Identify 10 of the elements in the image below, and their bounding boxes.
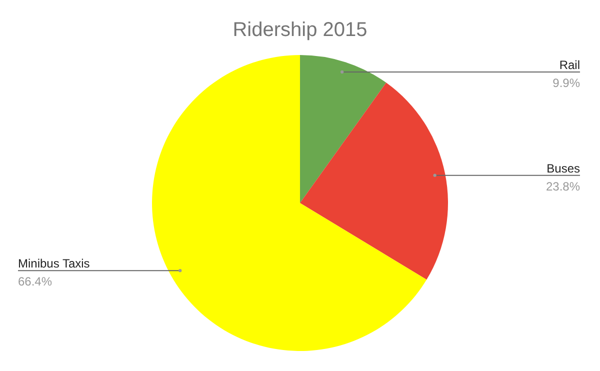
slice-label: Rail <box>559 58 580 72</box>
data-label: 9.9% <box>552 76 580 90</box>
data-label: 66.4% <box>18 274 52 289</box>
pie-slice <box>300 82 448 280</box>
chart-title: Ridership 2015 <box>232 19 368 41</box>
slice-label: Buses <box>546 161 580 176</box>
data-label: 23.8% <box>546 179 580 194</box>
pie-slice <box>300 55 386 203</box>
pie-slice <box>152 55 427 351</box>
slice-label: Minibus Taxis <box>18 256 90 271</box>
